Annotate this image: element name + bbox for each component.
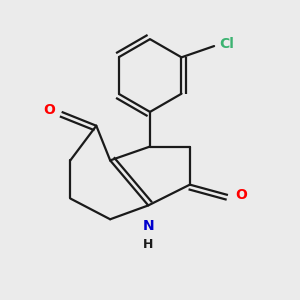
Text: Cl: Cl (219, 37, 234, 51)
Text: N: N (142, 219, 154, 233)
Text: O: O (235, 188, 247, 202)
Text: O: O (43, 103, 55, 117)
Text: H: H (143, 238, 154, 251)
